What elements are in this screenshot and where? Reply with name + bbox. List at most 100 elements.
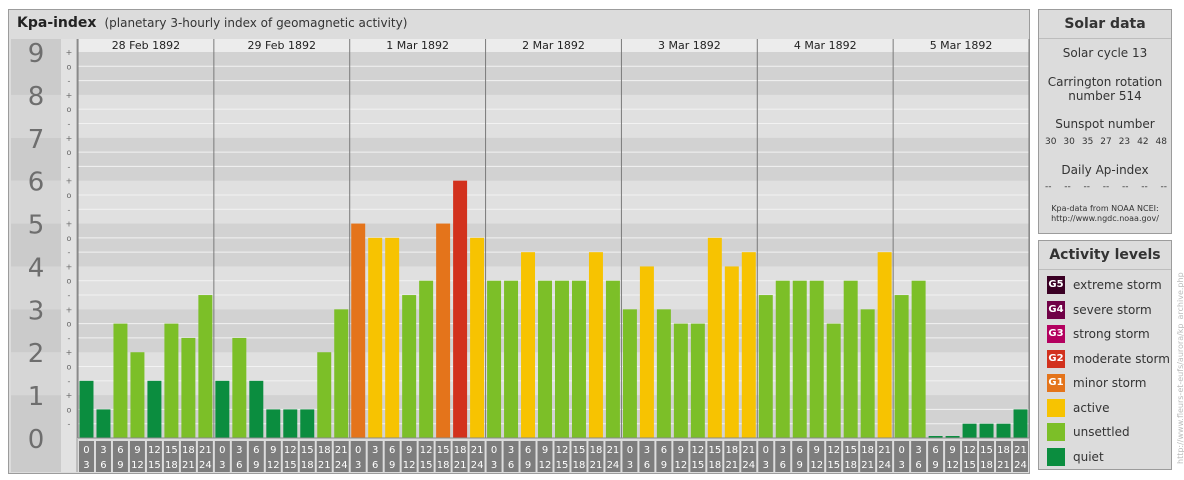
y-minor-mark: - — [68, 77, 71, 86]
x-tick-label-end: 24 — [878, 460, 891, 471]
x-tick-label-start: 0 — [898, 445, 904, 456]
x-tick-cell — [384, 441, 400, 472]
x-tick-label-end: 21 — [590, 460, 603, 471]
y-minor-mark: o — [67, 320, 72, 329]
plot-band — [78, 137, 1029, 181]
x-tick-label-end: 12 — [131, 460, 144, 471]
x-tick-label-end: 15 — [827, 460, 840, 471]
x-tick-label-start: 12 — [420, 445, 433, 456]
day-label: 4 Mar 1892 — [794, 39, 857, 52]
x-tick-label-start: 15 — [708, 445, 721, 456]
legend-item: G1 minor storm — [1047, 373, 1146, 393]
x-tick-label-start: 18 — [182, 445, 195, 456]
x-tick-label-start: 15 — [437, 445, 450, 456]
x-tick-cell — [877, 441, 893, 472]
sunspot-value: 30 — [1045, 137, 1057, 147]
kp-bar — [317, 352, 332, 438]
legend-item: unsettled — [1047, 422, 1130, 442]
kp-bar — [1013, 409, 1028, 438]
kp-bar — [945, 436, 960, 438]
source-watermark: http://www.fleurs-et-eufs/aurora/kp_arch… — [1176, 272, 1184, 464]
plot-band — [78, 94, 1029, 138]
x-tick-label-end: 3 — [491, 460, 497, 471]
kp-bar — [588, 252, 603, 438]
legend-swatch: G3 — [1047, 325, 1065, 343]
y-axis-band — [11, 94, 61, 138]
kpa-bar-chart: 0123456789+o-+o-+o-+o-+o-+o-+o-+o-+o-28 … — [11, 39, 1030, 472]
x-tick-label-start: 21 — [742, 445, 755, 456]
x-tick-label-start: 3 — [644, 445, 650, 456]
ap-value: -- — [1064, 182, 1071, 192]
y-tick-label: 1 — [28, 382, 45, 412]
x-tick-label-end: 15 — [691, 460, 704, 471]
x-tick-label-end: 18 — [573, 460, 586, 471]
x-tick-cell — [996, 441, 1012, 472]
x-tick-label-end: 18 — [301, 460, 314, 471]
x-tick-label-start: 6 — [932, 445, 938, 456]
x-tick-label-end: 9 — [525, 460, 531, 471]
legend-label: quiet — [1073, 449, 1104, 464]
y-minor-mark: o — [67, 277, 72, 286]
kp-bar — [996, 423, 1011, 438]
y-minor-mark: - — [68, 291, 71, 300]
y-axis-band — [11, 352, 61, 396]
legend-item: quiet — [1047, 447, 1104, 467]
x-tick-label-end: 12 — [674, 460, 687, 471]
day-label: 5 Mar 1892 — [930, 39, 993, 52]
kp-bar — [521, 252, 536, 438]
legend-label: moderate storm — [1073, 351, 1170, 366]
activity-levels-panel: Activity levels G5 extreme storm G4 severe … — [1038, 240, 1172, 470]
x-tick-label-start: 21 — [1014, 445, 1027, 456]
x-tick-label-end: 12 — [267, 460, 280, 471]
x-tick-label-end: 15 — [420, 460, 433, 471]
kp-bar — [843, 280, 858, 438]
x-tick-cell — [673, 441, 689, 472]
x-tick-cell — [469, 441, 485, 472]
x-tick-label-start: 15 — [573, 445, 586, 456]
x-tick-label-end: 24 — [335, 460, 348, 471]
kp-bar — [181, 337, 196, 438]
x-tick-cell — [299, 441, 315, 472]
x-tick-label-end: 21 — [861, 460, 874, 471]
kp-bar — [605, 280, 620, 438]
credit-source: Kpa-data from NOAA NCEI: — [1051, 204, 1159, 213]
y-minor-mark: + — [66, 134, 73, 143]
x-tick-label-end: 15 — [284, 460, 297, 471]
kp-bar — [198, 295, 213, 438]
solar-data-panel: Solar data Solar cycle 13 Carrington rot… — [1038, 9, 1172, 234]
chart-title-text: Kpa-index — [17, 15, 97, 31]
kp-bar — [758, 295, 773, 438]
y-tick-label: 7 — [28, 125, 45, 155]
x-tick-label-start: 21 — [471, 445, 484, 456]
y-minor-mark: o — [67, 105, 72, 114]
kp-bar — [96, 409, 111, 438]
x-tick-cell — [214, 441, 230, 472]
kp-bar — [656, 309, 671, 438]
kp-bar — [368, 237, 383, 438]
kp-bar — [470, 237, 485, 438]
kp-bar — [911, 280, 926, 438]
x-tick-cell — [639, 441, 655, 472]
x-tick-label-end: 18 — [980, 460, 993, 471]
x-tick-cell — [741, 441, 757, 472]
kp-bar — [351, 223, 366, 438]
legend-label: active — [1073, 400, 1110, 415]
chart-subtitle: (planetary 3-hourly index of geomagnetic… — [104, 16, 408, 30]
y-minor-mark: + — [66, 48, 73, 57]
x-tick-label-start: 18 — [997, 445, 1010, 456]
x-tick-label-end: 6 — [372, 460, 378, 471]
legend-label: strong storm — [1073, 327, 1150, 341]
y-axis-band — [11, 395, 61, 438]
kp-bar — [504, 280, 519, 438]
x-tick-cell — [571, 441, 587, 472]
activity-levels-title: Activity levels — [1039, 241, 1171, 270]
x-tick-label-end: 12 — [810, 460, 823, 471]
x-tick-cell — [503, 441, 519, 472]
legend-label: unsettled — [1073, 425, 1130, 439]
x-tick-label-end: 3 — [355, 460, 361, 471]
x-tick-cell — [367, 441, 383, 472]
x-tick-label-start: 9 — [134, 445, 140, 456]
sunspot-value: 23 — [1118, 137, 1131, 147]
y-minor-mark: - — [68, 119, 71, 128]
x-tick-label-end: 3 — [763, 460, 769, 471]
